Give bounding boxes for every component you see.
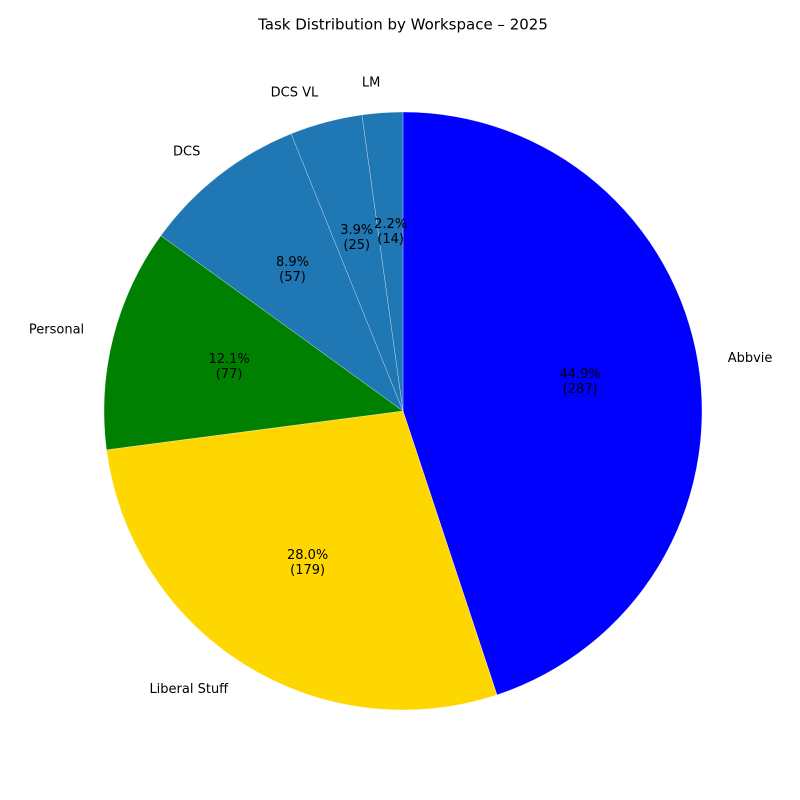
value-label: 44.9% (287) bbox=[559, 367, 601, 398]
slice-label: Personal bbox=[29, 323, 84, 338]
pie-slice bbox=[160, 133, 404, 412]
chart-title: Task Distribution by Workspace – 2025 bbox=[257, 16, 548, 34]
value-label: 3.9% (25) bbox=[340, 222, 374, 253]
value-label: 12.1% (77) bbox=[208, 351, 250, 382]
slice-label: Abbvie bbox=[728, 351, 773, 366]
value-label: 8.9% (57) bbox=[275, 254, 309, 285]
slice-label: DCS bbox=[173, 144, 200, 159]
pie-slice bbox=[106, 410, 498, 711]
slice-label: Liberal Stuff bbox=[149, 682, 229, 697]
slice-label: LM bbox=[362, 75, 380, 90]
pie-slice bbox=[361, 111, 404, 412]
pie-slice bbox=[402, 111, 703, 696]
value-label: 2.2% (14) bbox=[374, 217, 408, 248]
pie-slice bbox=[103, 235, 404, 451]
value-label: 28.0% (179) bbox=[286, 547, 329, 578]
slice-label: DCS VL bbox=[271, 86, 319, 101]
